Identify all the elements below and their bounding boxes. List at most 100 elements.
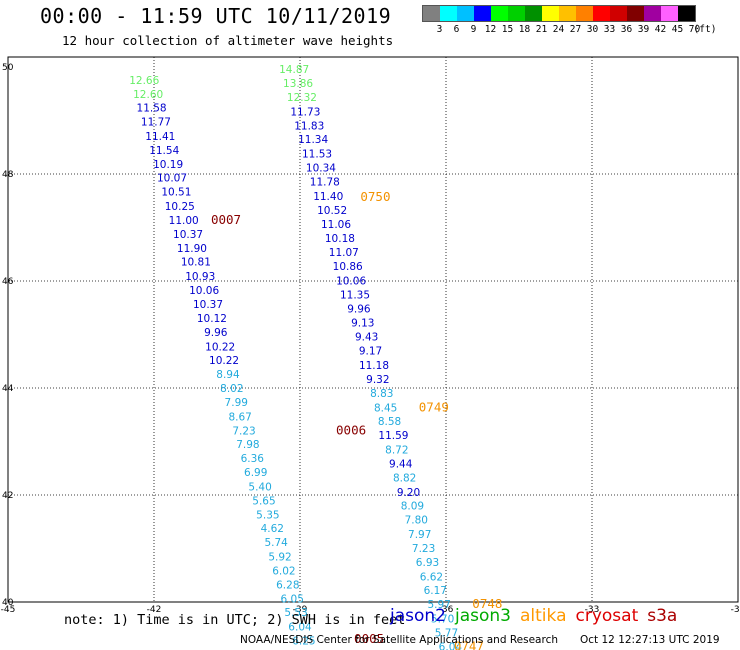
mission-jason3: jason3: [455, 606, 511, 626]
wave-height-value: 12.32: [287, 92, 317, 104]
legend-swatch: [440, 6, 457, 21]
wave-height-value: 9.20: [397, 487, 420, 499]
wave-height-value: 11.73: [290, 106, 320, 118]
lat-tick-label: 50: [2, 63, 14, 73]
generated-timestamp: Oct 12 12:27:13 UTC 2019: [580, 634, 720, 646]
wave-height-value: 10.52: [317, 205, 347, 217]
legend-label: 70: [688, 24, 701, 35]
wave-height-value: 11.59: [378, 430, 408, 442]
legend-label: 45: [671, 24, 684, 35]
wave-height-value: 10.37: [193, 299, 223, 311]
wave-height-value: 6.04: [288, 622, 312, 634]
wave-height-value: 11.58: [137, 103, 167, 115]
wave-height-value: 11.06: [321, 219, 351, 231]
pass-time-label: 0747: [454, 638, 484, 650]
wave-height-value: 6.28: [276, 579, 299, 591]
wave-height-value: 5.40: [248, 481, 271, 493]
color-legend: 3 6 9 12 15 18 21 24 27 30 33 36 39 42 45 70 (ft): [422, 5, 716, 38]
wave-height-value: 10.51: [161, 187, 191, 199]
page-title: 00:00 - 11:59 UTC 10/11/2019: [40, 4, 392, 28]
pass-time-label: 0006: [336, 422, 366, 437]
lon-tick-label: -30: [731, 605, 740, 615]
wave-height-value: 10.37: [173, 229, 203, 241]
wave-height-value: 10.93: [185, 271, 215, 283]
wave-height-value: 10.22: [209, 355, 239, 367]
legend-label: 36: [620, 24, 633, 35]
mission-altika: altika: [520, 606, 567, 626]
wave-height-value: 10.12: [197, 313, 227, 325]
legend-label: 9: [470, 24, 477, 35]
wave-height-value: 12.60: [133, 89, 163, 101]
pass-time-label: 0007: [211, 212, 241, 227]
legend-label: 18: [518, 24, 531, 35]
legend-label: 3: [436, 24, 443, 35]
wave-height-value: 11.77: [141, 117, 171, 129]
lon-tick-label: -36: [439, 605, 454, 615]
wave-height-value: 4.62: [261, 523, 284, 535]
wave-height-value: 11.18: [359, 360, 389, 372]
wave-height-value: 11.41: [145, 131, 175, 143]
wave-height-value: 11.07: [329, 247, 359, 259]
map-frame: [7, 56, 739, 603]
legend-swatch: [661, 6, 678, 21]
wave-height-value: 10.19: [153, 159, 183, 171]
legend-swatch: [474, 6, 491, 21]
wave-height-value: 10.22: [205, 341, 235, 353]
wave-height-value: 5.97: [427, 599, 450, 611]
wave-height-value: 10.18: [325, 233, 355, 245]
pass-time-label: 0005: [354, 631, 384, 646]
legend-swatch: [542, 6, 559, 21]
legend-swatch: [559, 6, 576, 21]
wave-height-value: 7.97: [408, 529, 431, 541]
wave-height-value: 8.72: [385, 445, 408, 457]
legend-swatch: [457, 6, 474, 21]
wave-height-value: 7.23: [412, 543, 435, 555]
legend-label: 27: [569, 24, 582, 35]
wave-height-value: 6.62: [420, 571, 443, 583]
legend-swatch: [508, 6, 525, 21]
wave-height-value: 10.06: [189, 285, 219, 297]
wave-height-value: 10.25: [165, 201, 195, 213]
wave-height-value: 11.54: [149, 145, 179, 157]
page-subtitle: 12 hour collection of altimeter wave hei…: [62, 33, 394, 48]
wave-height-value: 9.96: [204, 327, 228, 339]
legend-label: 33: [603, 24, 616, 35]
credit-text: NOAA/NESDIS Center for Satellite Applica…: [240, 634, 558, 646]
wave-height-value: 8.67: [228, 411, 251, 423]
legend-label: 24: [552, 24, 565, 35]
wave-height-value: 5.92: [268, 552, 291, 564]
lat-tick-label: 48: [2, 170, 14, 180]
lon-tick-label: -33: [585, 605, 600, 615]
mission-cryosat: cryosat: [575, 606, 639, 626]
lat-tick-label: 44: [2, 384, 14, 394]
wave-height-value: 8.02: [220, 383, 243, 395]
wave-height-value: 8.45: [374, 402, 397, 414]
wave-height-value: 5.35: [256, 509, 279, 521]
wave-height-value: 5.53: [284, 607, 307, 619]
wave-height-value: 14.87: [279, 64, 309, 76]
wave-height-value: 10.07: [157, 173, 187, 185]
wave-height-value: 6.99: [244, 467, 267, 479]
lat-tick-label: 42: [2, 491, 13, 501]
legend-swatch: [627, 6, 644, 21]
wave-height-value: 9.44: [389, 458, 413, 470]
wave-height-value: 6.93: [416, 557, 439, 569]
lat-tick-label: 46: [2, 277, 14, 287]
legend-swatch: [525, 6, 542, 21]
pass-time-label: 0748: [472, 596, 502, 611]
wave-height-value: 13.86: [283, 78, 313, 90]
wave-height-value: 11.78: [310, 176, 340, 188]
wave-height-value: 11.53: [302, 149, 332, 161]
wave-height-value: 11.90: [177, 243, 207, 255]
lon-tick-label: -39: [293, 605, 308, 615]
wave-height-value: 8.83: [370, 388, 393, 400]
legend-label: 39: [637, 24, 650, 35]
mission-s3a: s3a: [647, 606, 678, 626]
wave-height-value: 9.13: [351, 318, 374, 330]
wave-height-value: 11.00: [169, 215, 199, 227]
wave-height-value: 11.83: [294, 120, 324, 132]
lon-tick-label: -45: [1, 605, 16, 615]
legend-label: 21: [535, 24, 548, 35]
legend-swatch: [593, 6, 610, 21]
wave-height-value: 7.80: [405, 515, 428, 527]
